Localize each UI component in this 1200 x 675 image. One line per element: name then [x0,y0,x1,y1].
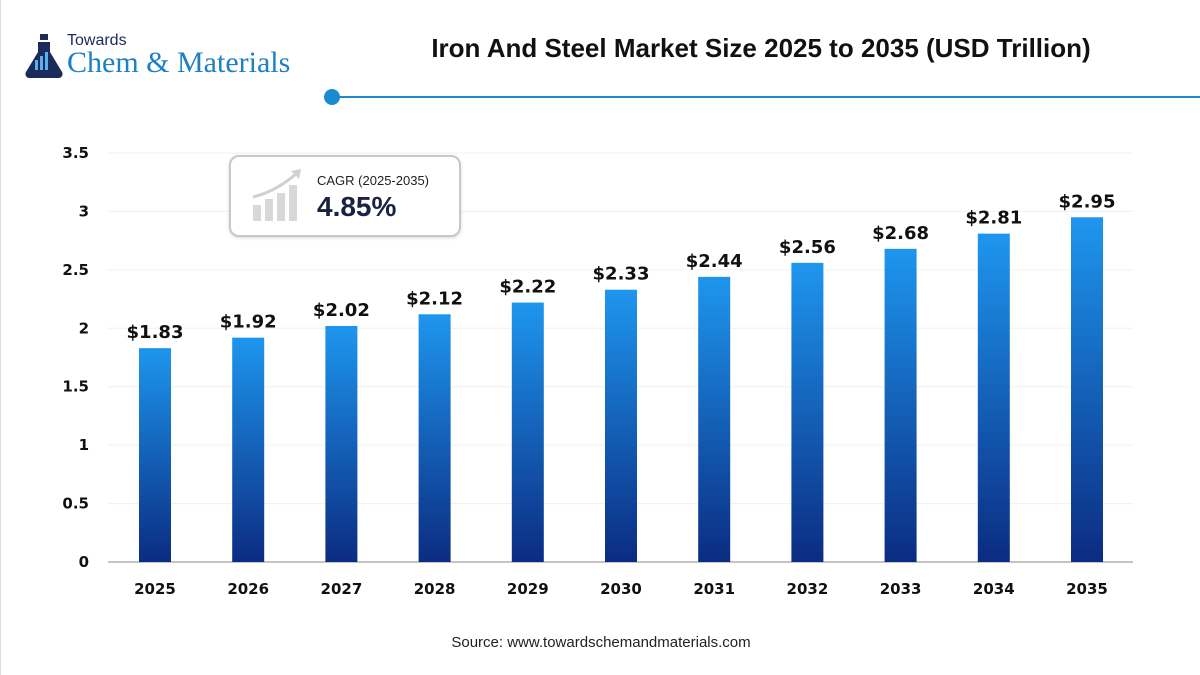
data-label: $1.83 [127,322,184,343]
y-tick-label: 3 [79,202,89,220]
x-tick-label: 2031 [693,580,735,598]
x-tick-label: 2025 [134,580,176,598]
x-tick-label: 2032 [787,580,829,598]
y-tick-label: 3.5 [62,144,89,162]
data-label: $2.33 [593,264,650,285]
data-label: $2.81 [965,208,1022,229]
x-tick-label: 2035 [1066,580,1108,598]
y-tick-label: 2 [79,319,89,337]
y-tick-label: 0.5 [62,495,89,513]
data-label: $2.56 [779,237,836,258]
bar-2032 [791,262,824,562]
data-label: $2.44 [686,251,743,272]
bar-2031 [698,276,731,562]
x-tick-label: 2034 [973,580,1015,598]
cagr-value: 4.85% [317,191,397,222]
logo-main-text: Chem & Materials [67,46,291,79]
growth-chart-icon [252,169,301,221]
x-tick-label: 2028 [414,580,456,598]
chart-title: Iron And Steel Market Size 2025 to 2035 … [431,33,1091,63]
flask-logo-icon [25,34,63,79]
source-text: Source: www.towardschemandmaterials.com [451,634,751,651]
data-label: $2.68 [872,223,929,244]
bar-2026 [232,337,265,562]
y-tick-label: 1.5 [62,378,89,396]
x-tick-label: 2027 [321,580,363,598]
cagr-box: CAGR (2025-2035) 4.85% [229,155,461,237]
bar-2034 [977,233,1010,563]
data-label: $1.92 [220,312,277,333]
logo-top-text: Towards [67,32,127,49]
x-tick-label: 2026 [227,580,269,598]
title-divider [331,96,1200,98]
bar-2027 [325,325,358,562]
bar-2029 [511,302,544,562]
data-label: $2.22 [499,277,556,298]
bar-2033 [884,248,917,562]
y-tick-label: 2.5 [62,261,89,279]
bar-2028 [418,314,451,562]
bar-2035 [1071,217,1103,562]
x-tick-label: 2033 [880,580,922,598]
divider-dot [324,89,340,105]
y-tick-label: 0 [79,553,89,571]
y-tick-label: 1 [79,436,89,454]
cagr-label: CAGR (2025-2035) [317,173,429,188]
data-label: $2.02 [313,300,370,321]
bar-2025 [139,348,171,562]
data-label: $2.95 [1059,191,1116,212]
x-tick-label: 2029 [507,580,549,598]
data-label: $2.12 [406,288,463,309]
bar-2030 [605,289,637,562]
x-tick-label: 2030 [600,580,642,598]
